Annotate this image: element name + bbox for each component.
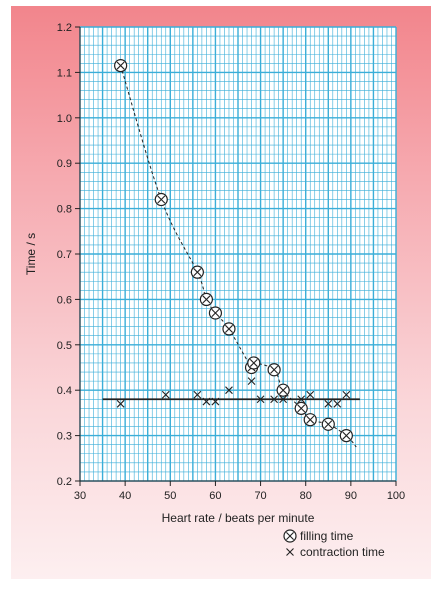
marker-stroke bbox=[202, 397, 211, 406]
legend: filling time contraction time bbox=[283, 529, 385, 559]
contraction-time-point bbox=[247, 377, 256, 386]
x-tick-label: 50 bbox=[164, 490, 176, 502]
marker-stroke bbox=[211, 397, 220, 406]
x-tick-label: 30 bbox=[74, 490, 86, 502]
marker-stroke bbox=[342, 431, 351, 440]
marker-stroke bbox=[225, 386, 233, 395]
y-tick-label: 0.2 bbox=[57, 476, 72, 488]
marker-stroke bbox=[224, 324, 233, 333]
contraction-time-point bbox=[342, 390, 351, 399]
filling-time-point bbox=[294, 401, 308, 415]
legend-contraction-symbol bbox=[286, 548, 294, 556]
y-tick-label: 1.2 bbox=[57, 22, 72, 34]
y-tick-label: 0.9 bbox=[57, 158, 72, 170]
axes bbox=[75, 27, 396, 486]
filling-time-point bbox=[222, 322, 236, 336]
contraction-time-point bbox=[211, 397, 220, 406]
contraction-time-point bbox=[202, 397, 211, 406]
filling-time-point bbox=[276, 383, 290, 397]
marker-stroke bbox=[333, 399, 342, 408]
contraction-time-point bbox=[256, 395, 265, 404]
contraction-time-point bbox=[333, 399, 342, 408]
x-tick-label: 90 bbox=[345, 490, 357, 502]
x-tick-label: 60 bbox=[209, 490, 221, 502]
chart-panel: 30 40 50 60 70 80 90 100 0.2 0.3 0.4 0.5 0.6 0.7 0.8 0.… bbox=[11, 6, 431, 579]
filling-time-point bbox=[247, 356, 261, 370]
y-tick-label: 1.0 bbox=[57, 113, 72, 125]
filling-time-point bbox=[267, 363, 281, 377]
legend-filling-symbol bbox=[283, 529, 297, 543]
marker-stroke bbox=[342, 390, 351, 399]
marker-stroke bbox=[249, 358, 258, 367]
y-tick-label: 0.4 bbox=[57, 385, 72, 397]
x-tick-label: 70 bbox=[254, 490, 266, 502]
legend-label-contraction: contraction time bbox=[300, 545, 385, 559]
filling-time-point bbox=[208, 306, 223, 320]
filling-time-point bbox=[321, 417, 335, 431]
marker-stroke bbox=[297, 404, 306, 413]
contraction-time-point bbox=[324, 399, 333, 408]
filling-time-point bbox=[154, 192, 168, 207]
contraction-time-point bbox=[225, 386, 233, 395]
marker-stroke bbox=[116, 61, 125, 70]
marker-stroke bbox=[279, 395, 288, 404]
marker-stroke bbox=[256, 395, 265, 404]
contraction-time-point bbox=[279, 395, 288, 404]
x-tick-label: 100 bbox=[387, 490, 405, 502]
y-tick-label: 0.5 bbox=[57, 340, 72, 352]
y-tick-label: 0.3 bbox=[57, 431, 72, 443]
marker-stroke bbox=[161, 390, 170, 399]
marker-stroke bbox=[279, 386, 288, 395]
contraction-time-point bbox=[270, 395, 279, 404]
heart-rate-chart: 30 40 50 60 70 80 90 100 0.2 0.3 0.4 0.5 0.6 0.7 0.8 0.… bbox=[24, 22, 405, 559]
marker-stroke bbox=[270, 365, 279, 374]
marker-stroke bbox=[211, 309, 220, 318]
contraction-time-point bbox=[193, 390, 202, 399]
contraction-time-point bbox=[306, 390, 315, 399]
x-tick-label: 40 bbox=[119, 490, 131, 502]
y-tick-label: 0.6 bbox=[57, 294, 72, 306]
filling-time-point bbox=[303, 413, 317, 427]
marker-stroke bbox=[306, 415, 315, 424]
filling-time-point bbox=[114, 58, 128, 73]
x-tick-label: 80 bbox=[300, 490, 312, 502]
marker-stroke bbox=[116, 399, 125, 408]
marker-stroke bbox=[286, 532, 294, 540]
marker-stroke bbox=[324, 399, 333, 408]
tick-labels: 30 40 50 60 70 80 90 100 0.2 0.3 0.4 0.5 0.6 0.7 0.8 0.… bbox=[57, 22, 405, 502]
marker-stroke bbox=[193, 390, 202, 399]
contraction-time-point bbox=[297, 395, 306, 404]
filling-time-point bbox=[199, 292, 213, 306]
y-tick-label: 0.8 bbox=[57, 204, 72, 216]
marker-stroke bbox=[157, 195, 166, 204]
x-axis-label: Heart rate / beats per minute bbox=[162, 511, 315, 525]
marker-stroke bbox=[306, 390, 315, 399]
legend-label-filling: filling time bbox=[300, 529, 354, 543]
marker-stroke bbox=[286, 548, 294, 556]
marker-stroke bbox=[247, 377, 256, 386]
marker-stroke bbox=[202, 295, 211, 304]
y-tick-label: 1.1 bbox=[57, 67, 72, 79]
marker-stroke bbox=[270, 395, 279, 404]
marker-stroke bbox=[297, 395, 306, 404]
y-tick-label: 0.7 bbox=[57, 249, 72, 261]
contraction-time-point bbox=[161, 390, 170, 399]
marker-stroke bbox=[324, 420, 333, 429]
contraction-time-point bbox=[116, 399, 125, 408]
y-axis-label: Time / s bbox=[24, 233, 38, 275]
legend-marker-contraction bbox=[286, 548, 294, 556]
marker-stroke bbox=[193, 268, 202, 277]
filling-time-point bbox=[190, 265, 204, 279]
data-points bbox=[114, 58, 353, 443]
legend-marker-filling bbox=[283, 529, 297, 543]
filling-time-point bbox=[339, 429, 353, 443]
